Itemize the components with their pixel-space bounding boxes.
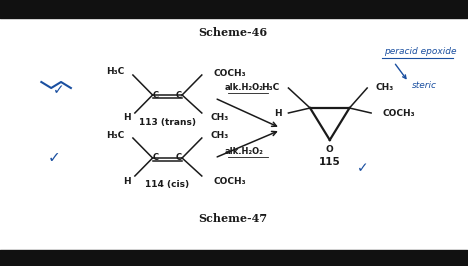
- Text: H: H: [123, 177, 131, 185]
- Text: C: C: [176, 153, 182, 163]
- Text: H: H: [123, 114, 131, 123]
- Text: peracid epoxide: peracid epoxide: [384, 48, 456, 56]
- Text: CH₃: CH₃: [376, 84, 394, 93]
- Text: COCH₃: COCH₃: [213, 69, 246, 77]
- Text: alk.H₂O₂: alk.H₂O₂: [225, 84, 264, 93]
- Text: ✓: ✓: [53, 83, 65, 97]
- Text: 114 (cis): 114 (cis): [146, 181, 190, 189]
- Text: C: C: [153, 90, 159, 99]
- Text: ✓: ✓: [356, 161, 368, 175]
- Text: Scheme-46: Scheme-46: [199, 27, 268, 38]
- Text: COCH₃: COCH₃: [213, 177, 246, 185]
- Text: COCH₃: COCH₃: [383, 109, 415, 118]
- Text: Scheme-47: Scheme-47: [199, 213, 268, 223]
- Text: H₃C: H₃C: [106, 131, 124, 139]
- Text: CH₃: CH₃: [210, 114, 228, 123]
- Text: ✓: ✓: [48, 151, 61, 165]
- Text: C: C: [176, 90, 182, 99]
- Text: CH₃: CH₃: [210, 131, 228, 140]
- Text: H₃C: H₃C: [106, 68, 124, 77]
- Text: 115: 115: [319, 157, 341, 167]
- Text: O: O: [326, 146, 334, 155]
- Text: H₃C: H₃C: [262, 84, 280, 93]
- Text: steric: steric: [411, 81, 437, 89]
- Text: alk.H₂O₂: alk.H₂O₂: [225, 148, 264, 156]
- Text: 113 (trans): 113 (trans): [139, 118, 196, 127]
- Text: H: H: [274, 109, 282, 118]
- Text: C: C: [153, 153, 159, 163]
